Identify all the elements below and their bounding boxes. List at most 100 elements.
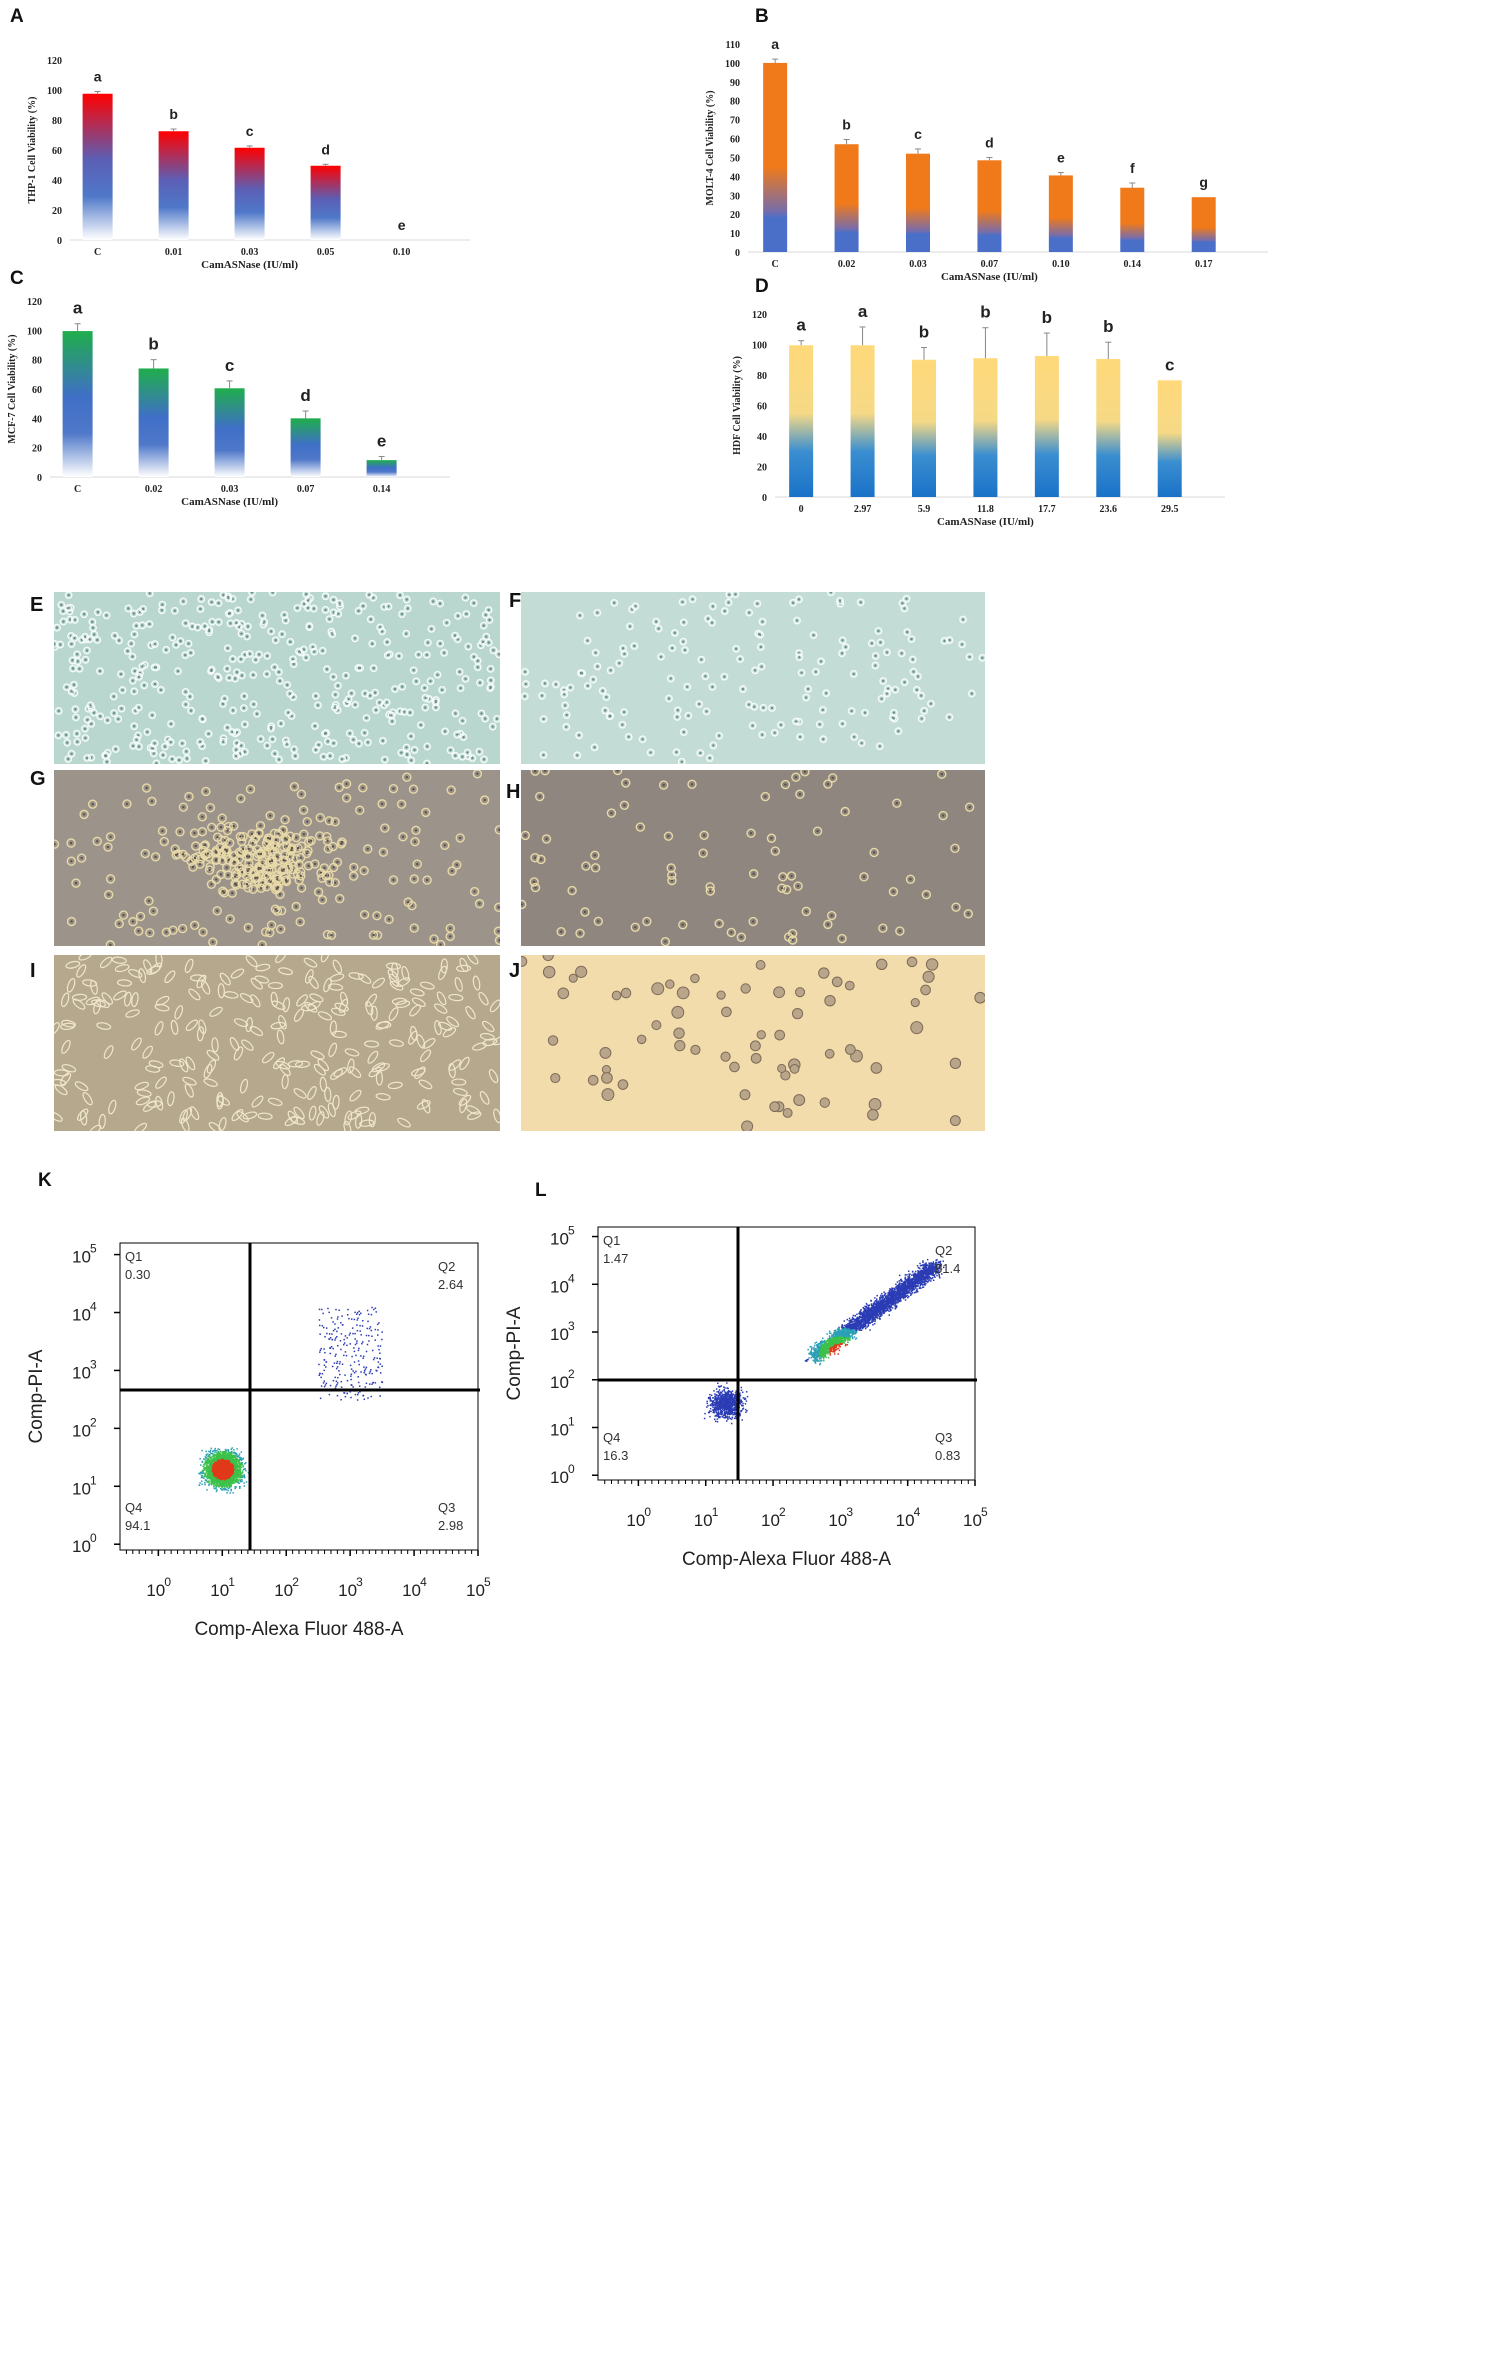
cell [589, 675, 598, 684]
cell-core [240, 632, 243, 635]
event-point [340, 1322, 342, 1324]
cell-core [243, 723, 247, 726]
cell [726, 927, 737, 938]
cell [539, 715, 548, 723]
event-point [200, 1476, 203, 1479]
cell-core [306, 606, 310, 610]
cell [78, 955, 93, 961]
cell [66, 615, 75, 624]
cell-core [256, 876, 259, 879]
cell-core [683, 648, 687, 652]
cell [481, 714, 490, 723]
cell-core [141, 607, 145, 611]
cell [359, 865, 369, 876]
cell [838, 719, 847, 728]
cell [617, 1079, 629, 1090]
y-tick-label: 120 [752, 310, 767, 321]
panel-k: K Q1 0.30 Q2 2.64 Q3 2.98 Q4 94.1 10 0 10 0 10 1 10 1 10… [0, 1150, 745, 2363]
cell [642, 916, 652, 927]
cell-core [634, 605, 637, 608]
cell-core [881, 927, 885, 930]
cell-core [170, 757, 174, 761]
cell [267, 1097, 283, 1106]
cell-core [109, 943, 112, 946]
cell-core [886, 687, 890, 690]
event-point [217, 1481, 220, 1484]
cell [275, 955, 287, 964]
x-axis-label: CamASNase (IU/ml) [181, 496, 278, 508]
cell-core [338, 897, 341, 900]
cell [234, 606, 242, 615]
cell [293, 843, 303, 853]
event-point [222, 1454, 225, 1456]
event-point [356, 1329, 359, 1332]
cell-core [332, 866, 335, 869]
x-tick-label: C [772, 259, 779, 270]
cell-core [70, 642, 73, 646]
cell [332, 959, 343, 974]
cell-core [838, 599, 842, 602]
cell-core [326, 740, 330, 743]
cell-core [434, 701, 437, 704]
cell [196, 974, 207, 989]
cell [347, 1058, 355, 1074]
cell [277, 865, 287, 876]
cell [181, 687, 190, 696]
cell-core [596, 611, 599, 614]
event-point [202, 1476, 204, 1478]
cell [321, 729, 329, 738]
cell-core [805, 910, 808, 913]
x-tick-label: 0.02 [838, 259, 856, 270]
cell [620, 708, 629, 717]
event-point [213, 1457, 216, 1460]
cell-core [250, 592, 254, 594]
cell [232, 752, 241, 760]
cell-core [461, 719, 464, 722]
cell [388, 1039, 405, 1047]
cell [303, 957, 318, 968]
cell-core [283, 818, 287, 821]
cell-core [657, 627, 660, 630]
cell [697, 655, 706, 664]
cell [216, 1091, 224, 1108]
cell-core [146, 730, 149, 734]
event-point [217, 1458, 220, 1461]
cell-core [483, 798, 486, 802]
cell [704, 614, 712, 623]
cell [681, 646, 689, 655]
cell-field [54, 955, 500, 1131]
cell-core [299, 856, 302, 859]
cell-core [135, 624, 138, 627]
event-point [325, 1382, 328, 1385]
cell [89, 623, 97, 632]
cell-core [762, 706, 765, 709]
event-point [200, 1464, 202, 1466]
cell-core [711, 605, 715, 608]
cell [892, 798, 902, 808]
event-point [234, 1475, 236, 1478]
cell-core [900, 652, 903, 655]
cell [132, 735, 141, 744]
event-point [343, 1342, 346, 1344]
cell-core [187, 642, 190, 645]
cell [801, 906, 811, 917]
cell [756, 1030, 766, 1040]
cell [204, 729, 213, 738]
cell-core [57, 709, 60, 713]
cell-core [727, 601, 730, 604]
cell [256, 735, 265, 743]
cell [295, 917, 305, 927]
cell-core [247, 926, 250, 929]
cell [167, 1091, 175, 1107]
cell [198, 714, 207, 723]
cell-core [345, 796, 348, 800]
cell [323, 665, 331, 674]
event-point [349, 1343, 352, 1345]
cell [547, 1035, 559, 1046]
cell [140, 848, 150, 859]
y-tick-label: 40 [32, 414, 42, 425]
cell [750, 702, 759, 711]
cell-core [374, 708, 378, 712]
cell-core [155, 762, 158, 764]
cell-core [569, 686, 572, 689]
